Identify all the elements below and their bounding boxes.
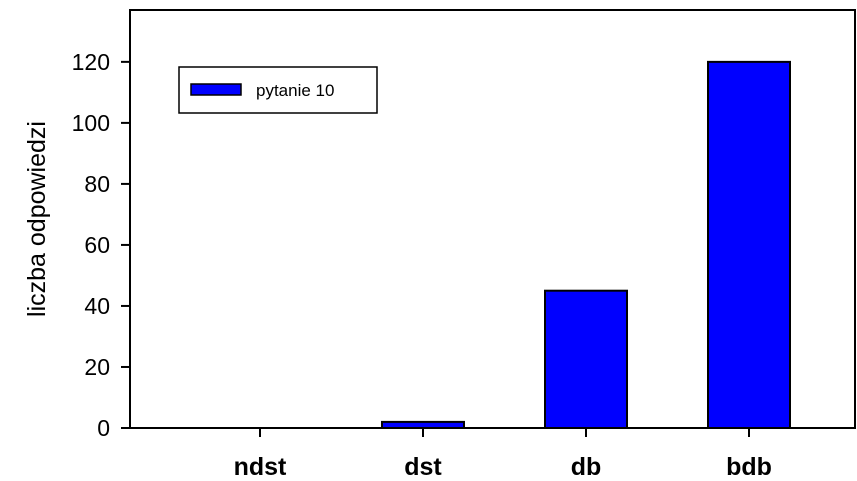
bar-db	[544, 289, 628, 430]
bar-dst	[381, 420, 465, 429]
bar-bdb	[707, 60, 791, 429]
x-tick-label: db	[571, 453, 602, 481]
y-axis: 0 20 40 60 80 100 120	[72, 49, 130, 441]
x-axis: ndst dst db bdb	[234, 428, 772, 481]
legend-swatch	[190, 83, 242, 96]
y-tick-label: 60	[84, 232, 110, 258]
y-tick-label: 100	[72, 110, 110, 136]
y-tick-label: 120	[72, 49, 110, 75]
legend: pytanie 10	[178, 66, 378, 114]
y-tick-label: 80	[84, 171, 110, 197]
x-tick-label: dst	[404, 453, 442, 481]
plot-frame	[129, 9, 856, 429]
y-tick-label: 40	[84, 293, 110, 319]
y-axis-title: liczba odpowiedzi	[23, 121, 51, 317]
bars	[381, 60, 791, 430]
legend-label: pytanie 10	[256, 81, 334, 100]
y-tick-label: 20	[84, 354, 110, 380]
y-tick-label: 0	[97, 415, 110, 441]
x-tick-label: ndst	[234, 453, 287, 481]
x-tick-label: bdb	[726, 453, 772, 481]
